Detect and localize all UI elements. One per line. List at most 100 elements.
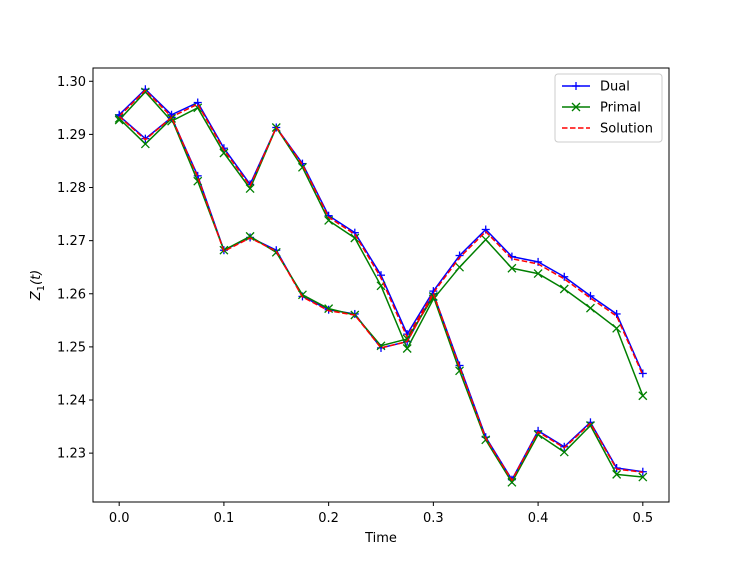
y-tick-label: 1.25 <box>57 340 86 355</box>
data-point-primal-d2 <box>193 103 203 113</box>
data-point-primal-d2 <box>585 303 595 313</box>
legend-label-dual: Dual <box>600 80 630 95</box>
data-point-primal-d2 <box>140 139 150 149</box>
x-tick-label: 0.4 <box>528 511 549 526</box>
legend: Dual Primal Solution <box>554 73 663 143</box>
data-point-primal <box>324 215 334 225</box>
data-point-primal-d2 <box>140 87 150 97</box>
x-tick-label: 0.5 <box>632 511 653 526</box>
data-point-primal <box>481 235 491 245</box>
data-point-primal-d2 <box>481 435 491 445</box>
data-point-primal-d2 <box>559 447 569 457</box>
y-axis-label-suffix: (t) <box>29 270 44 285</box>
data-point-primal <box>219 148 229 158</box>
y-tick-label: 1.24 <box>57 394 86 409</box>
data-point-primal <box>638 391 648 401</box>
legend-box <box>554 73 663 143</box>
data-point-primal <box>481 435 491 445</box>
data-point-primal-d2 <box>219 148 229 158</box>
data-point-primal-d2 <box>324 304 334 314</box>
data-point-primal <box>140 87 150 97</box>
data-point-dual <box>141 134 150 143</box>
y-axis-label-base: Z <box>29 290 44 301</box>
legend-label-solution: Solution <box>600 122 653 137</box>
data-point-primal-d2 <box>507 263 517 273</box>
y-tick-label: 1.26 <box>57 287 86 302</box>
legend-marker-primal-d2 <box>571 102 581 112</box>
data-point-primal-d2 <box>324 215 334 225</box>
data-point-primal <box>559 284 569 294</box>
legend-item-primal: Primal <box>562 101 641 116</box>
series-layer <box>114 85 648 487</box>
legend-label-primal: Primal <box>600 101 641 116</box>
plot-frame <box>92 67 670 503</box>
data-point-dual <box>638 369 647 378</box>
data-point-primal <box>350 233 360 243</box>
data-point-primal-d2 <box>481 235 491 245</box>
data-point-primal-d2 <box>507 477 517 487</box>
data-point-primal-d2 <box>193 176 203 186</box>
data-point-primal <box>612 469 622 479</box>
data-point-primal <box>193 176 203 186</box>
data-point-primal-d2 <box>350 233 360 243</box>
x-tick-label: 0.1 <box>214 511 235 526</box>
data-point-primal-d2 <box>297 162 307 172</box>
legend-item-solution: Solution <box>562 122 653 137</box>
x-tick-label: 0.2 <box>318 511 339 526</box>
series-solution-upper <box>118 89 644 376</box>
data-point-primal-d2 <box>402 334 412 344</box>
y-axis-label-subscript: 1 <box>36 285 47 291</box>
data-point-primal-d2 <box>402 344 412 353</box>
data-point-primal-d2 <box>376 341 386 351</box>
data-point-primal <box>114 114 124 123</box>
data-point-primal <box>297 290 307 300</box>
x-axis-label: Time <box>364 531 397 546</box>
series-solution-lower <box>118 115 643 481</box>
series-line-solution-lower <box>118 115 643 481</box>
data-point-primal <box>245 231 255 241</box>
y-axis-label: Z1(t) <box>29 270 47 302</box>
data-point-primal <box>585 303 595 313</box>
y-tick-label: 1.29 <box>57 128 86 143</box>
data-point-primal-d2 <box>167 114 177 123</box>
data-point-primal-d2 <box>559 284 569 294</box>
legend-marker-dual <box>572 82 580 90</box>
data-point-primal <box>167 114 177 123</box>
series-primal-upper <box>114 87 648 401</box>
data-point-primal-d2 <box>612 323 622 333</box>
data-point-primal <box>455 262 465 272</box>
data-point-primal-d2 <box>245 231 255 241</box>
data-point-primal <box>245 184 255 194</box>
data-point-primal-d2 <box>114 114 124 123</box>
data-point-primal <box>612 323 622 333</box>
x-tick-label: 0.3 <box>423 511 444 526</box>
data-point-dual <box>560 442 569 451</box>
data-point-primal-d2 <box>297 290 307 300</box>
data-point-primal <box>402 334 412 344</box>
data-point-primal-d2 <box>533 269 543 279</box>
data-point-primal <box>507 263 517 273</box>
data-point-primal-d2 <box>455 366 465 376</box>
data-point-primal-d2 <box>245 184 255 194</box>
y-tick-label: 1.23 <box>57 447 86 462</box>
y-tick-label: 1.27 <box>57 234 86 249</box>
data-point-primal-d2 <box>638 391 648 401</box>
data-point-primal <box>402 344 412 353</box>
x-tick-label: 0.0 <box>109 511 130 526</box>
y-tick-label: 1.28 <box>57 181 86 196</box>
series-primal-lower <box>114 114 648 487</box>
data-point-primal <box>559 447 569 457</box>
y-axis-ticks: 1.23 1.24 1.25 1.26 1.27 1.28 1.29 1.30 <box>57 75 93 462</box>
series-line-solution-upper <box>118 89 644 376</box>
data-point-primal-d2 <box>585 421 595 430</box>
data-point-primal <box>638 472 648 482</box>
data-point-primal <box>376 341 386 351</box>
legend-item-dual: Dual <box>562 80 630 95</box>
data-point-primal <box>507 477 517 487</box>
data-point-dual <box>534 426 543 435</box>
data-point-primal <box>533 269 543 279</box>
data-point-primal-d2 <box>638 472 648 482</box>
x-axis-ticks: 0.0 0.1 0.2 0.3 0.4 0.5 <box>109 502 653 526</box>
data-point-primal-d2 <box>612 469 622 479</box>
